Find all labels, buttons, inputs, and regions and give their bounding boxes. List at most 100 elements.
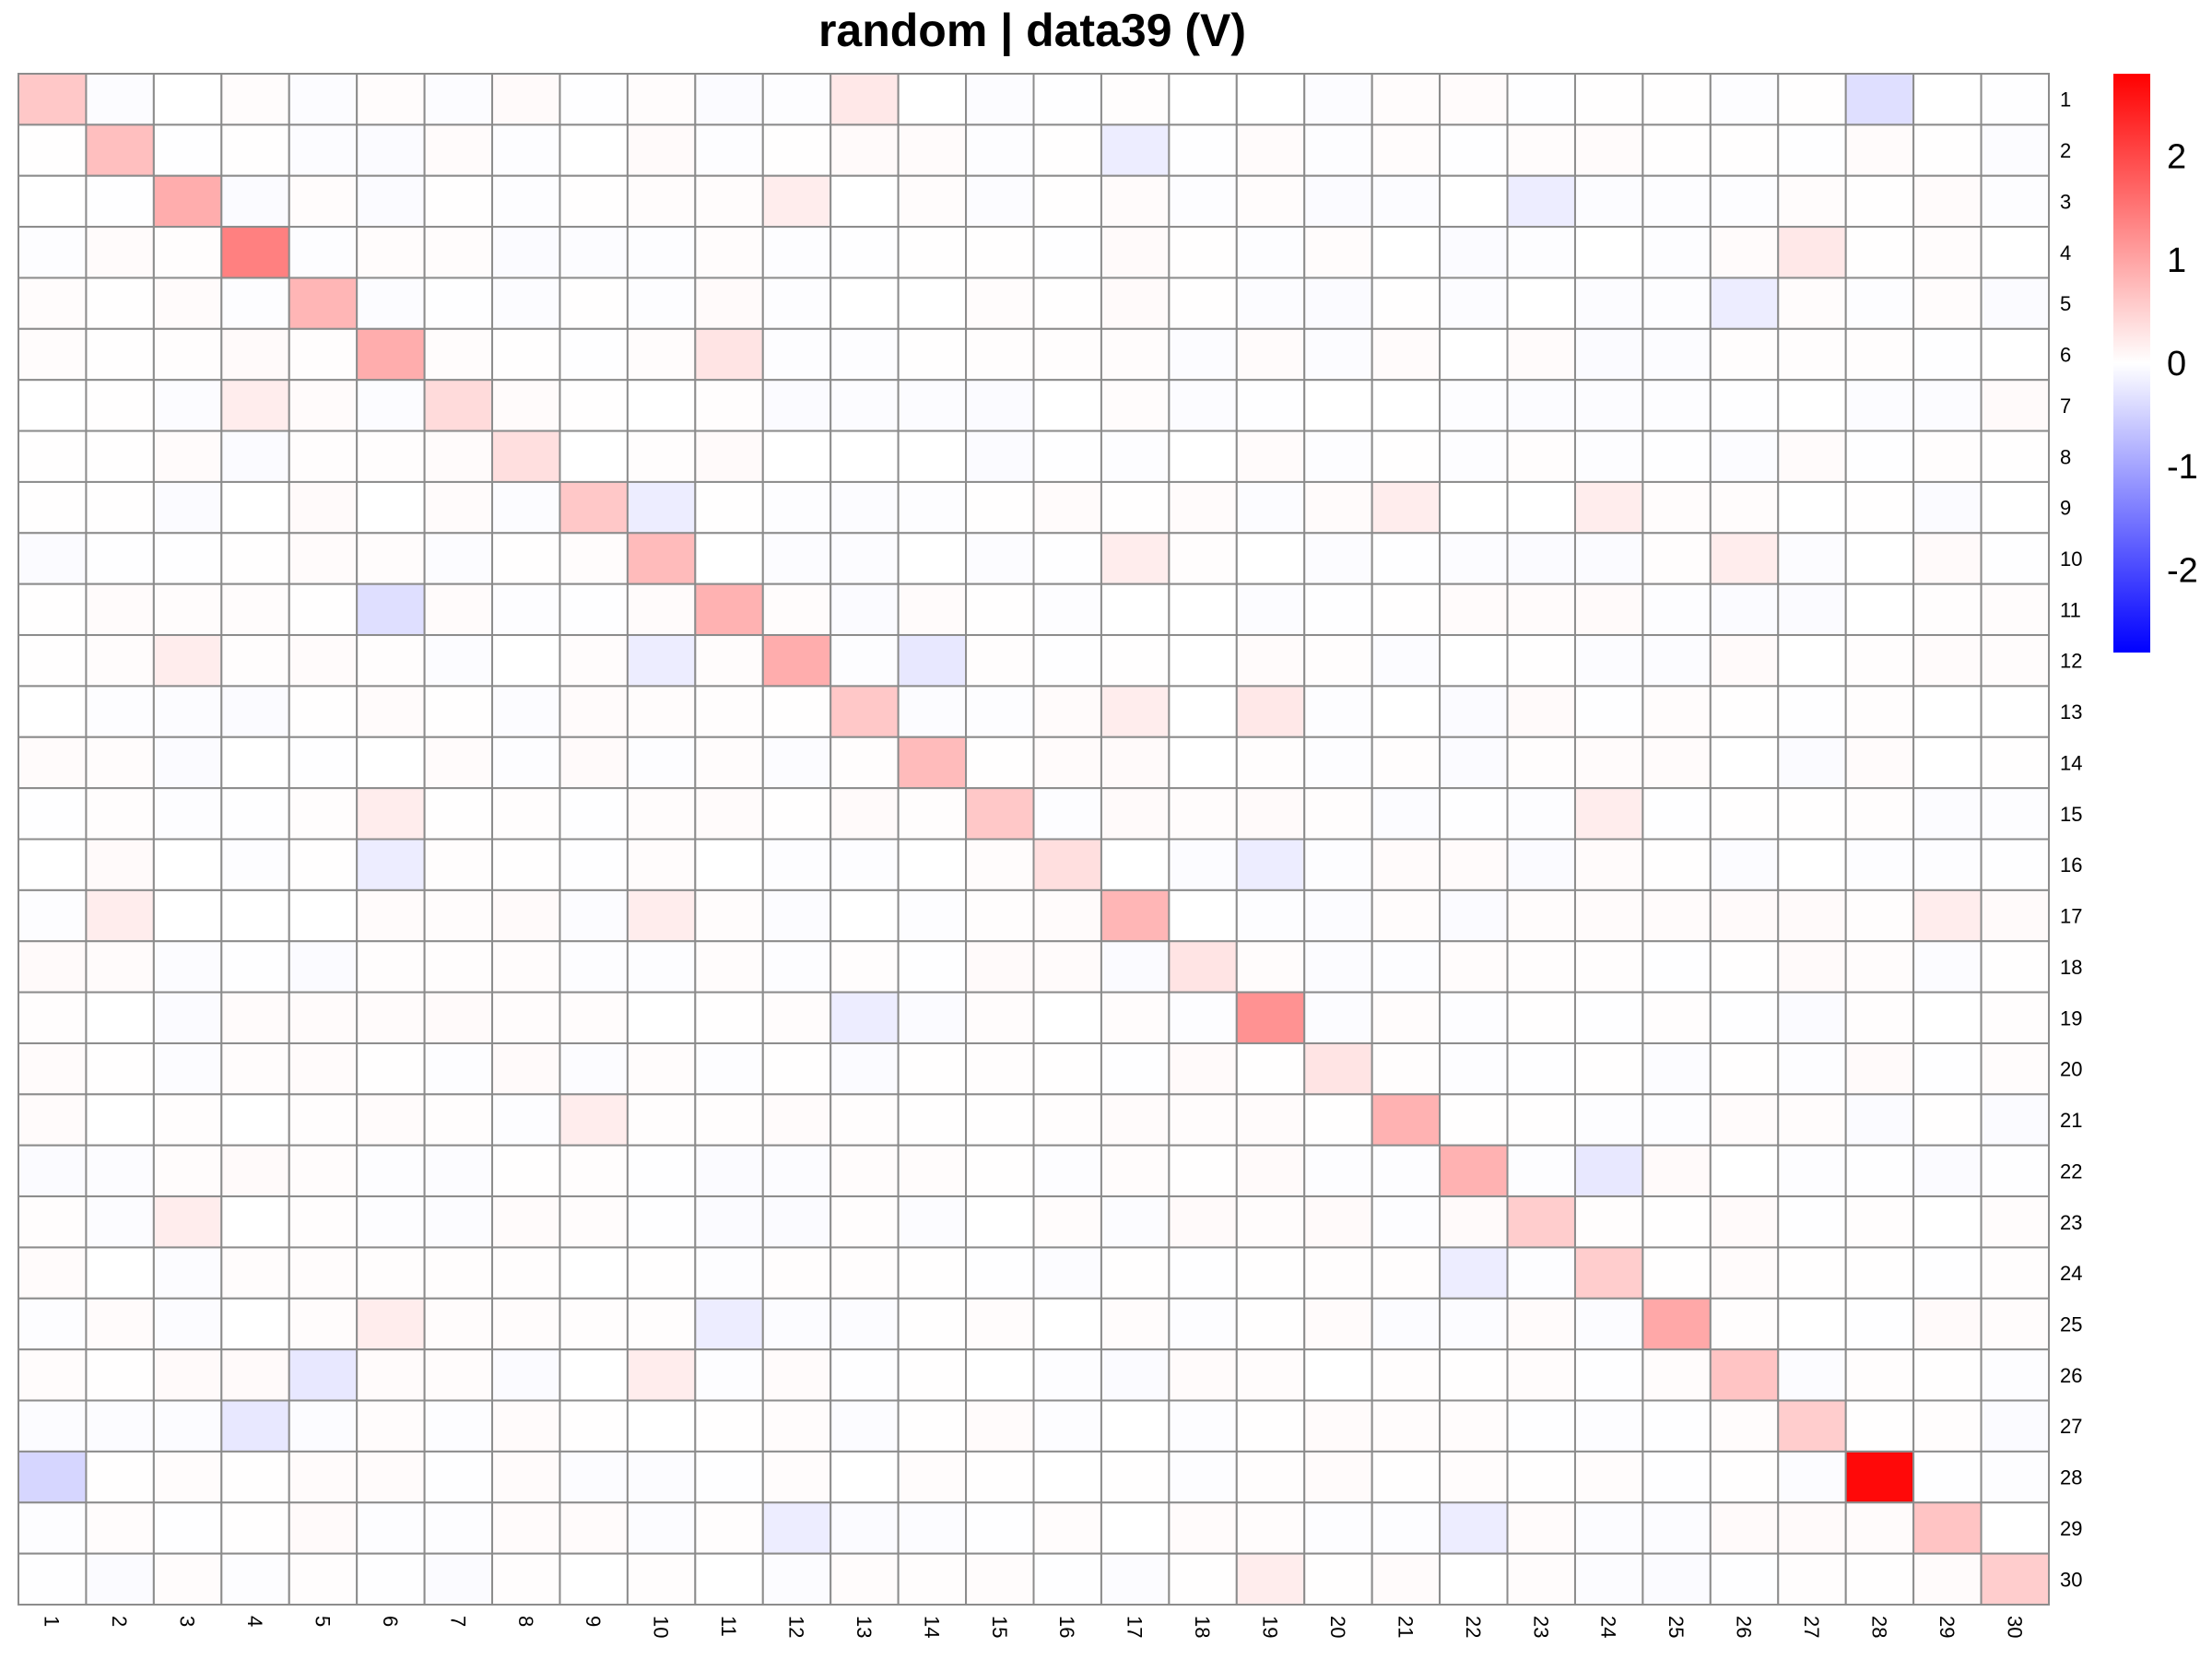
heatmap-cell-r1-c24 — [1573, 73, 1644, 126]
heatmap-cell-r12-c24 — [1573, 634, 1644, 688]
heatmap-cell-r11-c4 — [220, 582, 290, 637]
heatmap-cell-r6-c24 — [1573, 327, 1644, 382]
heatmap-cell-r7-c15 — [965, 379, 1035, 432]
heatmap-cell-r4-c17 — [1100, 226, 1171, 279]
heatmap-cell-r13-c23 — [1506, 685, 1576, 738]
heatmap-cell-r7-c2 — [85, 379, 155, 432]
heatmap-cell-r20-c13 — [830, 1041, 900, 1096]
heatmap-cell-r21-c15 — [965, 1093, 1035, 1147]
heatmap-cell-r4-c30 — [1980, 226, 2051, 279]
heatmap-cell-r24-c30 — [1980, 1246, 2051, 1300]
heatmap-cell-r27-c18 — [1168, 1399, 1238, 1453]
heatmap-cell-r26-c29 — [1912, 1348, 1983, 1402]
heatmap-cell-r16-c25 — [1641, 838, 1712, 891]
heatmap-cell-r8-c17 — [1100, 429, 1171, 483]
heatmap-cell-r17-c6 — [356, 888, 426, 943]
heatmap-cell-r23-c22 — [1439, 1195, 1509, 1249]
heatmap-cell-r19-c15 — [965, 991, 1035, 1044]
heatmap-cell-r13-c12 — [761, 685, 832, 738]
heatmap-cell-r9-c22 — [1439, 480, 1509, 535]
heatmap-cell-r8-c25 — [1641, 429, 1712, 483]
heatmap-cell-r6-c17 — [1100, 327, 1171, 382]
heatmap-cell-r5-c8 — [491, 276, 561, 330]
heatmap-cell-r29-c22 — [1439, 1501, 1509, 1555]
heatmap-cell-r19-c27 — [1777, 991, 1847, 1044]
heatmap-cell-r14-c22 — [1439, 735, 1509, 790]
heatmap-cell-r11-c16 — [1032, 582, 1102, 637]
heatmap-cell-r10-c12 — [761, 532, 832, 585]
heatmap-cell-r6-c28 — [1844, 327, 1915, 382]
heatmap-cells — [18, 73, 2051, 1606]
heatmap-cell-r20-c27 — [1777, 1041, 1847, 1096]
heatmap-cell-r25-c10 — [626, 1297, 697, 1351]
heatmap-cell-r2-c17 — [1100, 124, 1171, 177]
legend-tick-2: 2 — [2167, 138, 2186, 177]
heatmap-cell-r27-c26 — [1709, 1399, 1780, 1453]
heatmap-cell-r25-c28 — [1844, 1297, 1915, 1351]
heatmap-cell-r7-c11 — [694, 379, 764, 432]
heatmap-cell-r3-c8 — [491, 174, 561, 229]
heatmap-cell-r17-c12 — [761, 888, 832, 943]
heatmap-cell-r17-c25 — [1641, 888, 1712, 943]
heatmap-cell-r8-c19 — [1235, 429, 1306, 483]
heatmap-cell-r6-c10 — [626, 327, 697, 382]
heatmap-cell-r7-c6 — [356, 379, 426, 432]
heatmap-cell-r29-c28 — [1844, 1501, 1915, 1555]
heatmap-cell-r25-c29 — [1912, 1297, 1983, 1351]
heatmap-cell-r1-c9 — [559, 73, 629, 126]
heatmap-cell-r29-c26 — [1709, 1501, 1780, 1555]
heatmap-cell-r21-c7 — [423, 1093, 494, 1147]
heatmap-cell-r10-c5 — [288, 532, 359, 585]
heatmap-cell-r29-c3 — [152, 1501, 223, 1555]
heatmap-cell-r3-c11 — [694, 174, 764, 229]
heatmap-cell-r25-c21 — [1371, 1297, 1441, 1351]
heatmap-cell-r14-c20 — [1303, 735, 1373, 790]
row-label-4: 4 — [2060, 241, 2071, 265]
heatmap-cell-r23-c9 — [559, 1195, 629, 1249]
heatmap-cell-r12-c27 — [1777, 634, 1847, 688]
heatmap-cell-r14-c12 — [761, 735, 832, 790]
heatmap-cell-r26-c13 — [830, 1348, 900, 1402]
heatmap-cell-r2-c25 — [1641, 124, 1712, 177]
heatmap-cell-r16-c18 — [1168, 838, 1238, 891]
heatmap-cell-r14-c17 — [1100, 735, 1171, 790]
heatmap-cell-r27-c4 — [220, 1399, 290, 1453]
heatmap-cell-r13-c29 — [1912, 685, 1983, 738]
heatmap-cell-r21-c10 — [626, 1093, 697, 1147]
heatmap-cell-r14-c13 — [830, 735, 900, 790]
heatmap-cell-r22-c26 — [1709, 1144, 1780, 1198]
heatmap-cell-r30-c29 — [1912, 1552, 1983, 1606]
heatmap-cell-r18-c9 — [559, 940, 629, 994]
heatmap-cell-r9-c16 — [1032, 480, 1102, 535]
heatmap-cell-r14-c5 — [288, 735, 359, 790]
heatmap-cell-r29-c19 — [1235, 1501, 1306, 1555]
heatmap-cell-r30-c30 — [1980, 1552, 2051, 1606]
heatmap-cell-r2-c16 — [1032, 124, 1102, 177]
heatmap-cell-r30-c25 — [1641, 1552, 1712, 1606]
heatmap-cell-r28-c5 — [288, 1450, 359, 1504]
heatmap-cell-r27-c19 — [1235, 1399, 1306, 1453]
heatmap-cell-r29-c2 — [85, 1501, 155, 1555]
heatmap-cell-r1-c25 — [1641, 73, 1712, 126]
heatmap-cell-r18-c7 — [423, 940, 494, 994]
heatmap-cell-r21-c21 — [1371, 1093, 1441, 1147]
heatmap-cell-r18-c3 — [152, 940, 223, 994]
heatmap-cell-r29-c30 — [1980, 1501, 2051, 1555]
heatmap-cell-r3-c12 — [761, 174, 832, 229]
heatmap-cell-r26-c26 — [1709, 1348, 1780, 1402]
heatmap-cell-r23-c2 — [85, 1195, 155, 1249]
heatmap-cell-r10-c1 — [18, 532, 88, 585]
heatmap-cell-r17-c26 — [1709, 888, 1780, 943]
heatmap-cell-r21-c3 — [152, 1093, 223, 1147]
row-label-20: 20 — [2060, 1058, 2082, 1081]
column-label-12: 12 — [784, 1616, 807, 1638]
color-legend: 2 1 0 -1 -2 — [2113, 74, 2198, 653]
heatmap-cell-r13-c19 — [1235, 685, 1306, 738]
heatmap-cell-r14-c1 — [18, 735, 88, 790]
heatmap-cell-r29-c10 — [626, 1501, 697, 1555]
heatmap-cell-r9-c1 — [18, 480, 88, 535]
heatmap-cell-r25-c23 — [1506, 1297, 1576, 1351]
heatmap-cell-r13-c14 — [897, 685, 968, 738]
heatmap-cell-r28-c15 — [965, 1450, 1035, 1504]
heatmap-cell-r10-c22 — [1439, 532, 1509, 585]
